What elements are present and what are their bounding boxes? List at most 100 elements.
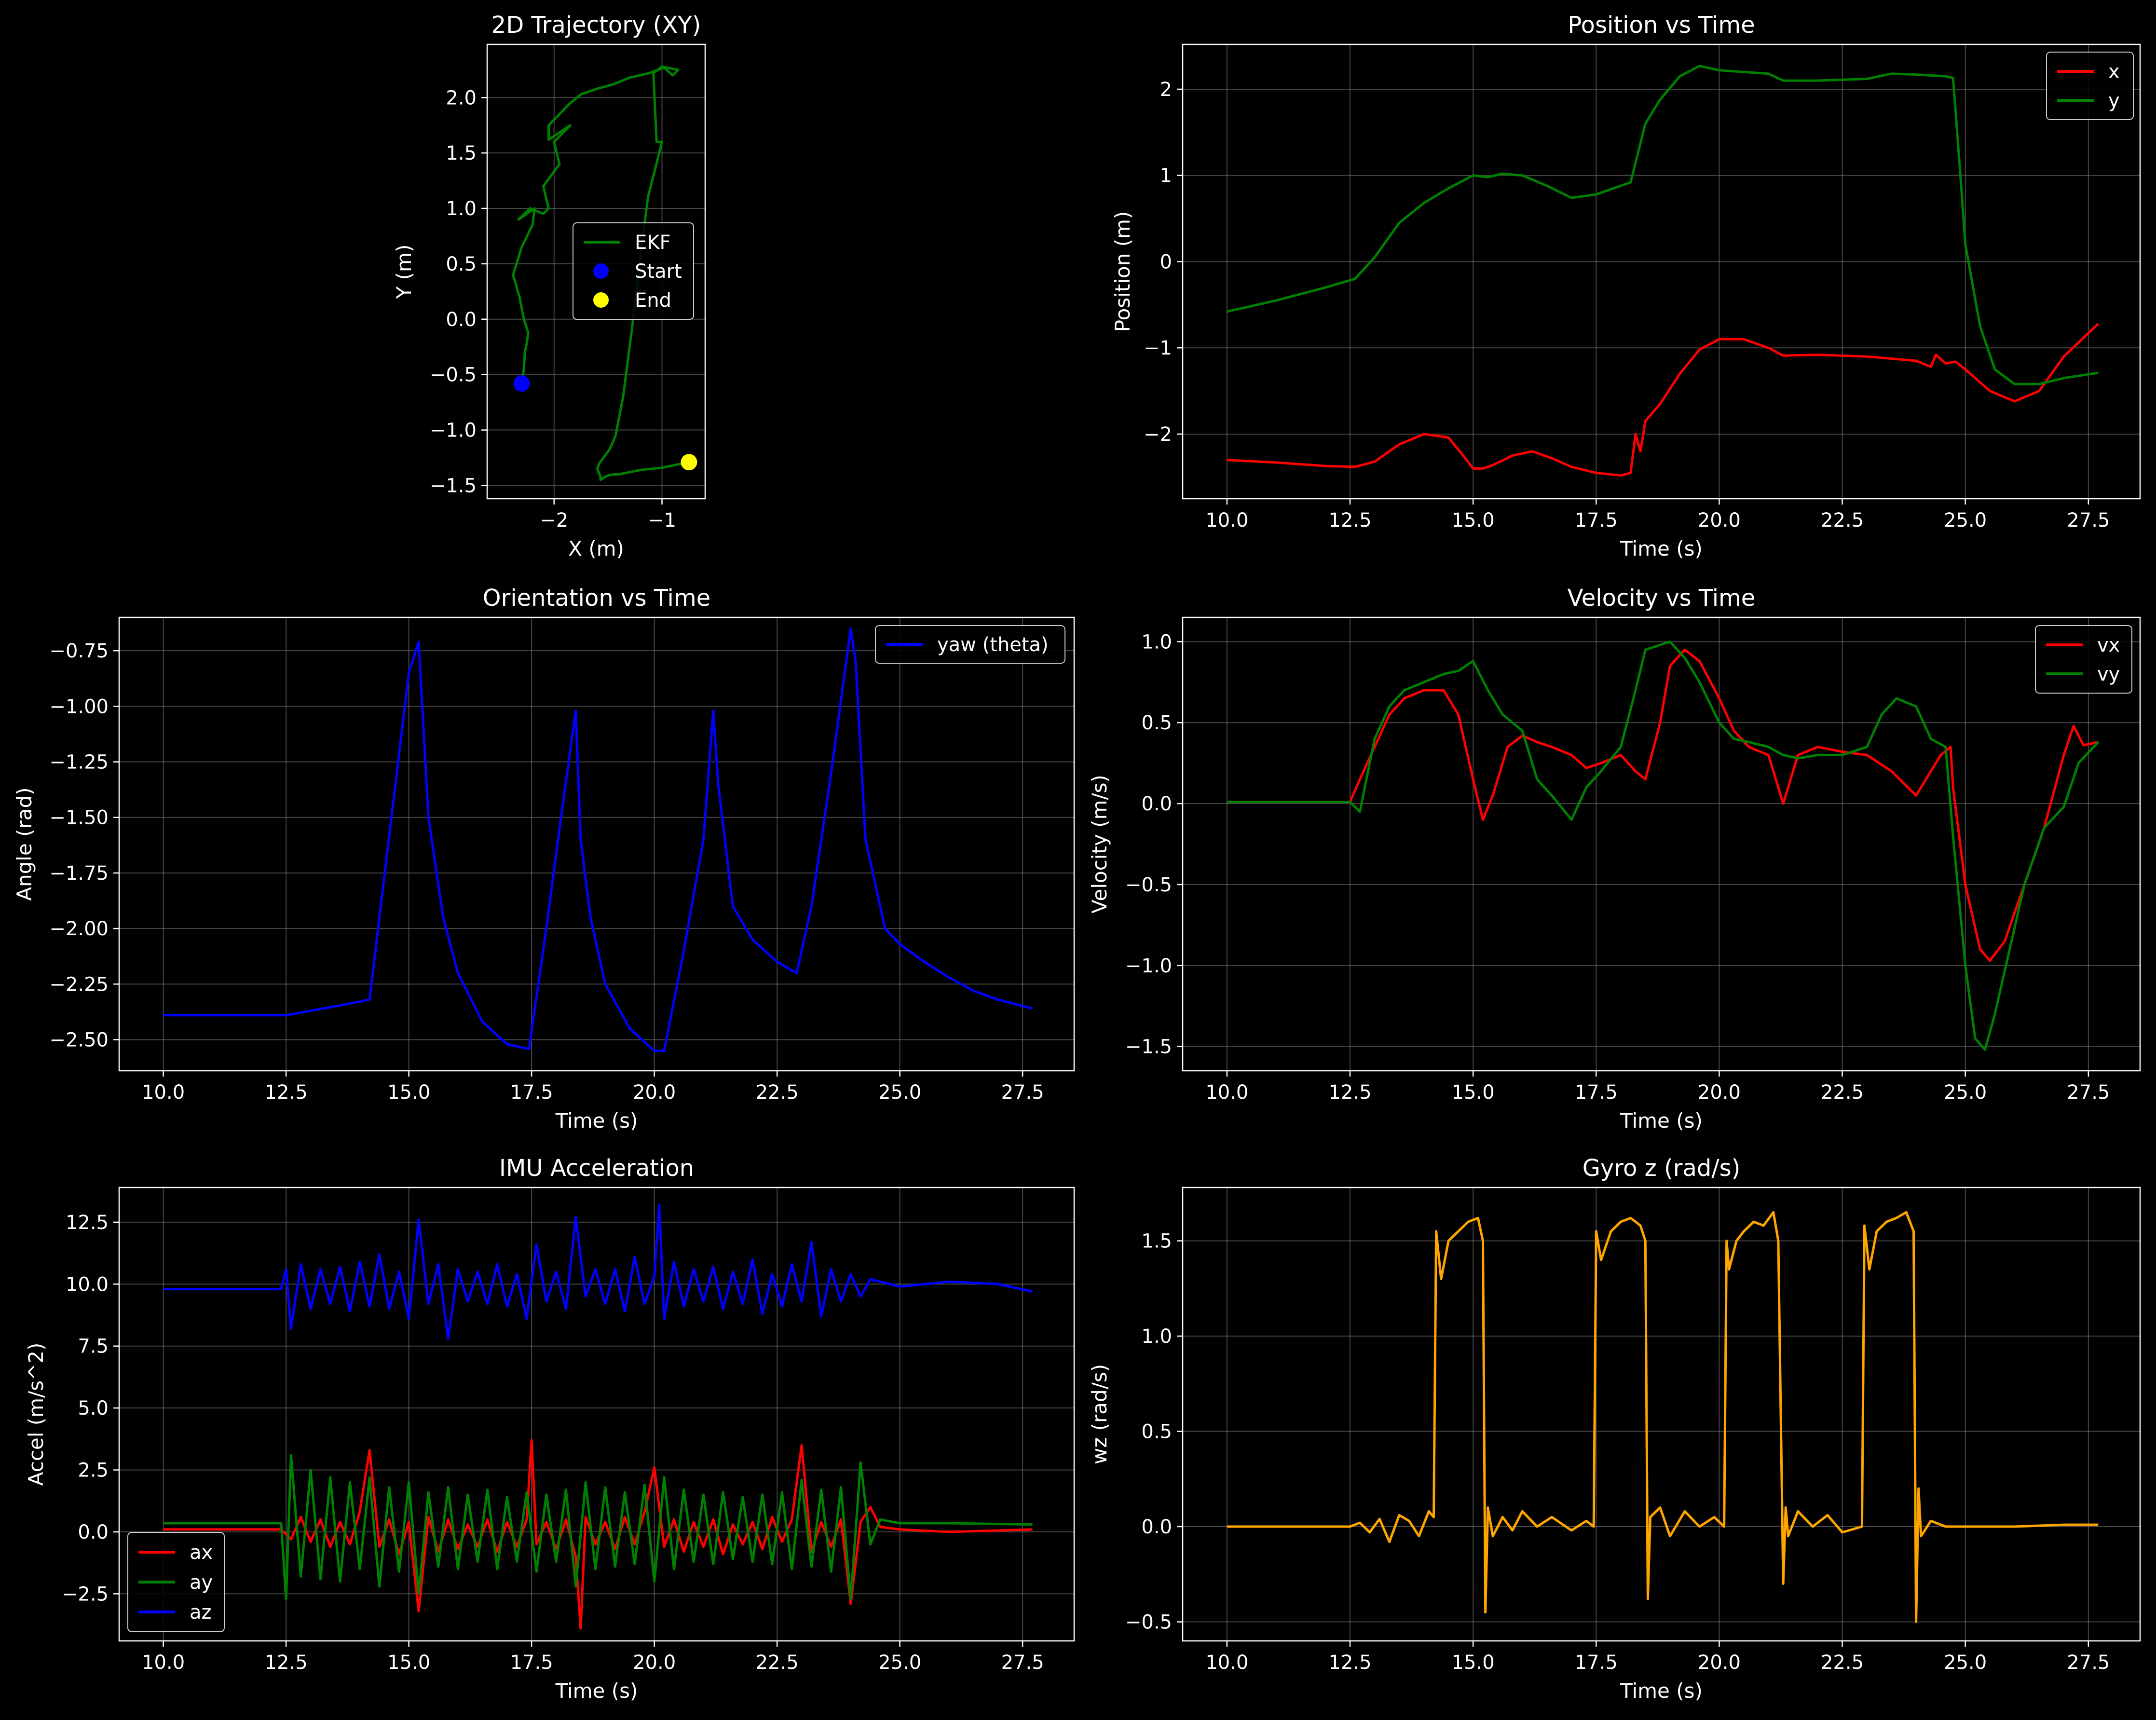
pos-series-group	[1227, 65, 2100, 477]
x-tick-label: 20.0	[1698, 1652, 1741, 1674]
x-tick-label: 20.0	[633, 1652, 676, 1674]
x-tick-label: 27.5	[2067, 1081, 2110, 1104]
x-tick-label: 15.0	[1452, 1652, 1495, 1674]
series-line-ay	[163, 1454, 1033, 1600]
y-tick-label: 0.0	[446, 309, 477, 331]
legend-label: ax	[190, 1542, 213, 1564]
axes-frame	[1182, 1187, 2141, 1642]
series-line-wz	[1227, 1211, 2099, 1623]
gyro-chart: 10.0 12.5 15.0 17.5 20.0 22.5 25.0 27.5 −0.5 0.0 0…	[1088, 1155, 2141, 1703]
vel-chart: 10.0 12.5 15.0 17.5 20.0 22.5 25.0 27.5 −1.5 −1.0…	[1088, 585, 2141, 1133]
x-tick-label: 27.5	[2067, 1652, 2110, 1674]
x-tick-label: 10.0	[1205, 1081, 1248, 1104]
x-tick-label: 15.0	[387, 1652, 430, 1674]
y-tick-label: −1.0	[430, 420, 477, 442]
x-tick-label: 12.5	[1328, 509, 1371, 532]
y-tick-label: 0.5	[446, 253, 477, 275]
legend-label: EKF	[635, 232, 671, 254]
y-tick-label: −0.5	[1125, 1611, 1172, 1634]
series-line-yaw-theta-	[163, 627, 1033, 1052]
y-tick-label: −1.50	[49, 807, 109, 829]
x-tick-label: 17.5	[510, 1652, 553, 1674]
legend-swatch	[593, 292, 609, 308]
y-tick-label: 10.0	[66, 1273, 109, 1296]
y-tick-label: 0.0	[1141, 1516, 1172, 1538]
x-tick-label: 22.5	[1821, 509, 1864, 532]
x-tick-label: 20.0	[1698, 509, 1741, 532]
x-tick-label: 22.5	[1821, 1081, 1864, 1104]
chart-title: IMU Acceleration	[499, 1155, 694, 1182]
x-tick-label: 17.5	[1575, 509, 1618, 532]
legend-frame	[875, 625, 1065, 664]
legend-label: ay	[190, 1571, 213, 1594]
y-tick-label: −1.5	[430, 475, 477, 497]
axes-frame	[1182, 43, 2141, 500]
x-tick-label: 15.0	[1452, 509, 1495, 532]
x-tick-label: 10.0	[1205, 509, 1248, 532]
series-line-az	[163, 1203, 1033, 1340]
x-tick-label: 27.5	[1001, 1652, 1044, 1674]
legend-frame	[2046, 52, 2134, 120]
traj-chart: −2 −1 −1.5 −1.0 −0.5 0.0 0.5 1.0 1.5 2.0 2D Trajec…	[392, 12, 706, 560]
marker-end	[681, 454, 697, 471]
x-tick-label: 15.0	[1452, 1081, 1495, 1104]
x-tick-label: 20.0	[1698, 1081, 1741, 1104]
series-line-x	[1227, 323, 2100, 477]
y-tick-label: −1.00	[49, 696, 109, 718]
ori-series-group	[163, 627, 1033, 1052]
legend: ax ay az	[127, 1532, 225, 1632]
y-tick-label: −1.0	[1125, 955, 1172, 977]
legend-label: Start	[635, 260, 682, 283]
y-axis-label: Y (m)	[392, 245, 416, 300]
x-axis-label: X (m)	[568, 537, 624, 560]
legend: yaw (theta)	[875, 625, 1065, 664]
y-tick-label: −1.5	[1125, 1036, 1172, 1058]
x-tick-label: 12.5	[1328, 1652, 1371, 1674]
legend: EKF Start End	[573, 222, 694, 320]
y-tick-label: −0.5	[430, 364, 477, 386]
x-axis-label: Time (s)	[555, 1109, 638, 1133]
x-tick-label: 22.5	[1821, 1652, 1864, 1674]
y-axis-label: Velocity (m/s)	[1088, 775, 1111, 914]
y-tick-label: 1.5	[446, 142, 477, 164]
x-tick-label: 20.0	[633, 1081, 676, 1104]
x-tick-label: 17.5	[510, 1081, 553, 1104]
imu-chart: 10.0 12.5 15.0 17.5 20.0 22.5 25.0 27.5 −2.5 0.0 2…	[24, 1155, 1075, 1703]
chart-title: Gyro z (rad/s)	[1583, 1155, 1741, 1182]
x-axis-label: Time (s)	[1620, 1109, 1703, 1133]
chart-title: Position vs Time	[1568, 12, 1755, 39]
chart-title: 2D Trajectory (XY)	[491, 12, 701, 39]
y-tick-label: 1	[1160, 165, 1172, 187]
legend-label: vx	[2097, 634, 2120, 656]
legend-frame	[2035, 625, 2132, 694]
y-axis-label: Accel (m/s^2)	[24, 1343, 48, 1486]
y-tick-label: −2.5	[62, 1583, 109, 1605]
y-tick-label: −1.75	[49, 862, 109, 885]
y-tick-label: −1	[1144, 337, 1172, 359]
x-tick-label: 12.5	[265, 1652, 308, 1674]
axes-frame	[1182, 616, 2141, 1072]
x-tick-label: 25.0	[1944, 1652, 1987, 1674]
x-tick-label: 17.5	[1575, 1081, 1618, 1104]
chart-title: Orientation vs Time	[483, 585, 710, 612]
x-tick-label: 22.5	[756, 1081, 799, 1104]
vel-series-group	[1227, 640, 2100, 1051]
y-tick-label: 0.5	[1141, 712, 1172, 734]
y-tick-label: 1.5	[1141, 1230, 1172, 1253]
y-tick-label: −2.25	[49, 973, 109, 996]
pos-chart: 10.0 12.5 15.0 17.5 20.0 22.5 25.0 27.5 −2 −1 0 1 2 P…	[1111, 12, 2141, 560]
legend-swatch	[593, 263, 609, 279]
y-tick-label: 7.5	[78, 1336, 109, 1358]
x-axis-label: Time (s)	[1620, 537, 1703, 560]
series-line-y	[1227, 65, 2099, 385]
axes-frame	[486, 43, 706, 500]
chart-title: Velocity vs Time	[1568, 585, 1756, 612]
x-tick-label: 25.0	[1944, 1081, 1987, 1104]
ori-chart: 10.0 12.5 15.0 17.5 20.0 22.5 25.0 27.5 −2.50 −2.…	[13, 585, 1075, 1133]
legend-label: az	[190, 1601, 212, 1624]
y-tick-label: 2	[1160, 79, 1172, 101]
series-line-vx	[1227, 648, 2099, 962]
traj-series-group	[512, 65, 697, 481]
series-line-ekf	[512, 65, 689, 481]
